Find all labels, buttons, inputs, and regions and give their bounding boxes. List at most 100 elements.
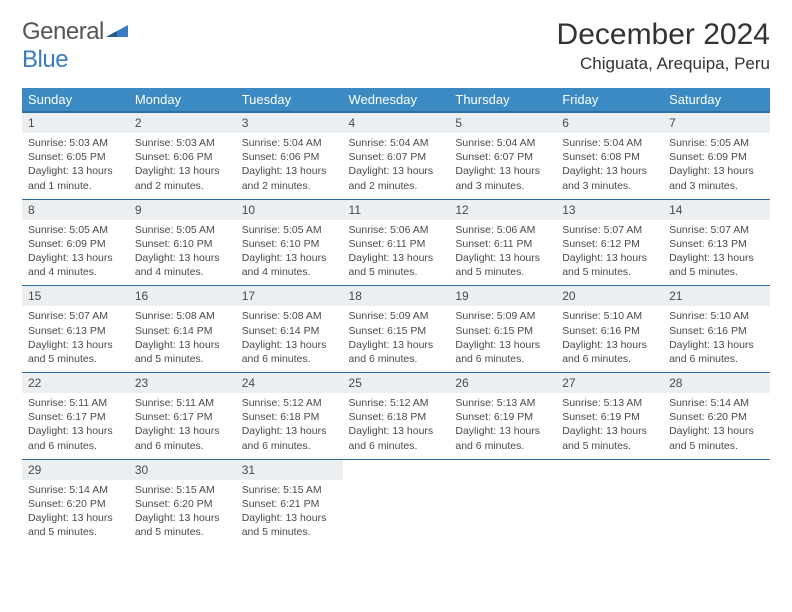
day-body: Sunrise: 5:05 AMSunset: 6:09 PMDaylight:… [22,220,129,286]
day-body: Sunrise: 5:07 AMSunset: 6:13 PMDaylight:… [22,306,129,372]
weekday-header: Saturday [663,88,770,112]
day-number: 10 [236,200,343,220]
weekday-header: Wednesday [343,88,450,112]
calendar-table: SundayMondayTuesdayWednesdayThursdayFrid… [22,88,770,545]
weekday-header: Sunday [22,88,129,112]
day-number: 26 [449,373,556,393]
day-body: Sunrise: 5:04 AMSunset: 6:07 PMDaylight:… [449,133,556,199]
calendar-cell: 19Sunrise: 5:09 AMSunset: 6:15 PMDayligh… [449,286,556,373]
day-number: 7 [663,113,770,133]
day-body: Sunrise: 5:03 AMSunset: 6:06 PMDaylight:… [129,133,236,199]
calendar-body: 1Sunrise: 5:03 AMSunset: 6:05 PMDaylight… [22,112,770,545]
calendar-cell: 4Sunrise: 5:04 AMSunset: 6:07 PMDaylight… [343,112,450,199]
day-number: 8 [22,200,129,220]
day-number: 5 [449,113,556,133]
calendar-cell: 17Sunrise: 5:08 AMSunset: 6:14 PMDayligh… [236,286,343,373]
day-body: Sunrise: 5:08 AMSunset: 6:14 PMDaylight:… [236,306,343,372]
calendar-cell: 13Sunrise: 5:07 AMSunset: 6:12 PMDayligh… [556,199,663,286]
calendar-row: 15Sunrise: 5:07 AMSunset: 6:13 PMDayligh… [22,286,770,373]
header: GeneralBlue December 2024 Chiguata, Areq… [22,18,770,74]
calendar-cell: 23Sunrise: 5:11 AMSunset: 6:17 PMDayligh… [129,373,236,460]
calendar-cell: 10Sunrise: 5:05 AMSunset: 6:10 PMDayligh… [236,199,343,286]
day-body: Sunrise: 5:03 AMSunset: 6:05 PMDaylight:… [22,133,129,199]
calendar-cell: 25Sunrise: 5:12 AMSunset: 6:18 PMDayligh… [343,373,450,460]
calendar-cell: 2Sunrise: 5:03 AMSunset: 6:06 PMDaylight… [129,112,236,199]
title-block: December 2024 Chiguata, Arequipa, Peru [557,18,770,74]
day-number: 6 [556,113,663,133]
calendar-cell: 16Sunrise: 5:08 AMSunset: 6:14 PMDayligh… [129,286,236,373]
calendar-cell: 8Sunrise: 5:05 AMSunset: 6:09 PMDaylight… [22,199,129,286]
calendar-cell: 5Sunrise: 5:04 AMSunset: 6:07 PMDaylight… [449,112,556,199]
calendar-cell: 11Sunrise: 5:06 AMSunset: 6:11 PMDayligh… [343,199,450,286]
day-number: 22 [22,373,129,393]
calendar-cell-empty [663,459,770,545]
calendar-cell: 3Sunrise: 5:04 AMSunset: 6:06 PMDaylight… [236,112,343,199]
calendar-cell: 27Sunrise: 5:13 AMSunset: 6:19 PMDayligh… [556,373,663,460]
day-number: 2 [129,113,236,133]
day-number: 30 [129,460,236,480]
weekday-header: Tuesday [236,88,343,112]
calendar-row: 8Sunrise: 5:05 AMSunset: 6:09 PMDaylight… [22,199,770,286]
calendar-cell: 21Sunrise: 5:10 AMSunset: 6:16 PMDayligh… [663,286,770,373]
day-body: Sunrise: 5:04 AMSunset: 6:08 PMDaylight:… [556,133,663,199]
day-number: 21 [663,286,770,306]
calendar-cell: 29Sunrise: 5:14 AMSunset: 6:20 PMDayligh… [22,459,129,545]
day-body: Sunrise: 5:09 AMSunset: 6:15 PMDaylight:… [343,306,450,372]
day-body: Sunrise: 5:13 AMSunset: 6:19 PMDaylight:… [449,393,556,459]
day-number: 4 [343,113,450,133]
brand-part1: General [22,18,104,45]
day-body: Sunrise: 5:08 AMSunset: 6:14 PMDaylight:… [129,306,236,372]
month-title: December 2024 [557,18,770,52]
day-number: 16 [129,286,236,306]
calendar-cell-empty [556,459,663,545]
calendar-cell: 22Sunrise: 5:11 AMSunset: 6:17 PMDayligh… [22,373,129,460]
brand-part2: Blue [22,46,68,73]
calendar-cell: 1Sunrise: 5:03 AMSunset: 6:05 PMDaylight… [22,112,129,199]
brand-text: GeneralBlue [22,18,128,74]
calendar-cell: 7Sunrise: 5:05 AMSunset: 6:09 PMDaylight… [663,112,770,199]
calendar-cell-empty [343,459,450,545]
day-body: Sunrise: 5:12 AMSunset: 6:18 PMDaylight:… [236,393,343,459]
calendar-cell: 14Sunrise: 5:07 AMSunset: 6:13 PMDayligh… [663,199,770,286]
day-body: Sunrise: 5:11 AMSunset: 6:17 PMDaylight:… [129,393,236,459]
calendar-cell: 31Sunrise: 5:15 AMSunset: 6:21 PMDayligh… [236,459,343,545]
location: Chiguata, Arequipa, Peru [557,54,770,74]
day-number: 20 [556,286,663,306]
day-number: 29 [22,460,129,480]
calendar-cell-empty [449,459,556,545]
calendar-cell: 26Sunrise: 5:13 AMSunset: 6:19 PMDayligh… [449,373,556,460]
day-body: Sunrise: 5:05 AMSunset: 6:10 PMDaylight:… [129,220,236,286]
weekday-header: Monday [129,88,236,112]
day-number: 15 [22,286,129,306]
day-number: 25 [343,373,450,393]
day-number: 11 [343,200,450,220]
day-number: 24 [236,373,343,393]
calendar-cell: 12Sunrise: 5:06 AMSunset: 6:11 PMDayligh… [449,199,556,286]
calendar-cell: 28Sunrise: 5:14 AMSunset: 6:20 PMDayligh… [663,373,770,460]
day-number: 9 [129,200,236,220]
day-number: 14 [663,200,770,220]
calendar-cell: 9Sunrise: 5:05 AMSunset: 6:10 PMDaylight… [129,199,236,286]
day-body: Sunrise: 5:15 AMSunset: 6:21 PMDaylight:… [236,480,343,546]
day-number: 17 [236,286,343,306]
calendar-row: 22Sunrise: 5:11 AMSunset: 6:17 PMDayligh… [22,373,770,460]
logo-icon [106,18,128,45]
calendar-cell: 24Sunrise: 5:12 AMSunset: 6:18 PMDayligh… [236,373,343,460]
day-body: Sunrise: 5:12 AMSunset: 6:18 PMDaylight:… [343,393,450,459]
day-body: Sunrise: 5:05 AMSunset: 6:09 PMDaylight:… [663,133,770,199]
day-body: Sunrise: 5:10 AMSunset: 6:16 PMDaylight:… [663,306,770,372]
day-body: Sunrise: 5:14 AMSunset: 6:20 PMDaylight:… [663,393,770,459]
day-body: Sunrise: 5:05 AMSunset: 6:10 PMDaylight:… [236,220,343,286]
day-body: Sunrise: 5:09 AMSunset: 6:15 PMDaylight:… [449,306,556,372]
day-number: 18 [343,286,450,306]
weekday-header: Friday [556,88,663,112]
calendar-cell: 30Sunrise: 5:15 AMSunset: 6:20 PMDayligh… [129,459,236,545]
day-number: 12 [449,200,556,220]
day-number: 23 [129,373,236,393]
day-number: 13 [556,200,663,220]
day-body: Sunrise: 5:14 AMSunset: 6:20 PMDaylight:… [22,480,129,546]
day-body: Sunrise: 5:06 AMSunset: 6:11 PMDaylight:… [449,220,556,286]
day-number: 27 [556,373,663,393]
day-number: 3 [236,113,343,133]
calendar-cell: 6Sunrise: 5:04 AMSunset: 6:08 PMDaylight… [556,112,663,199]
